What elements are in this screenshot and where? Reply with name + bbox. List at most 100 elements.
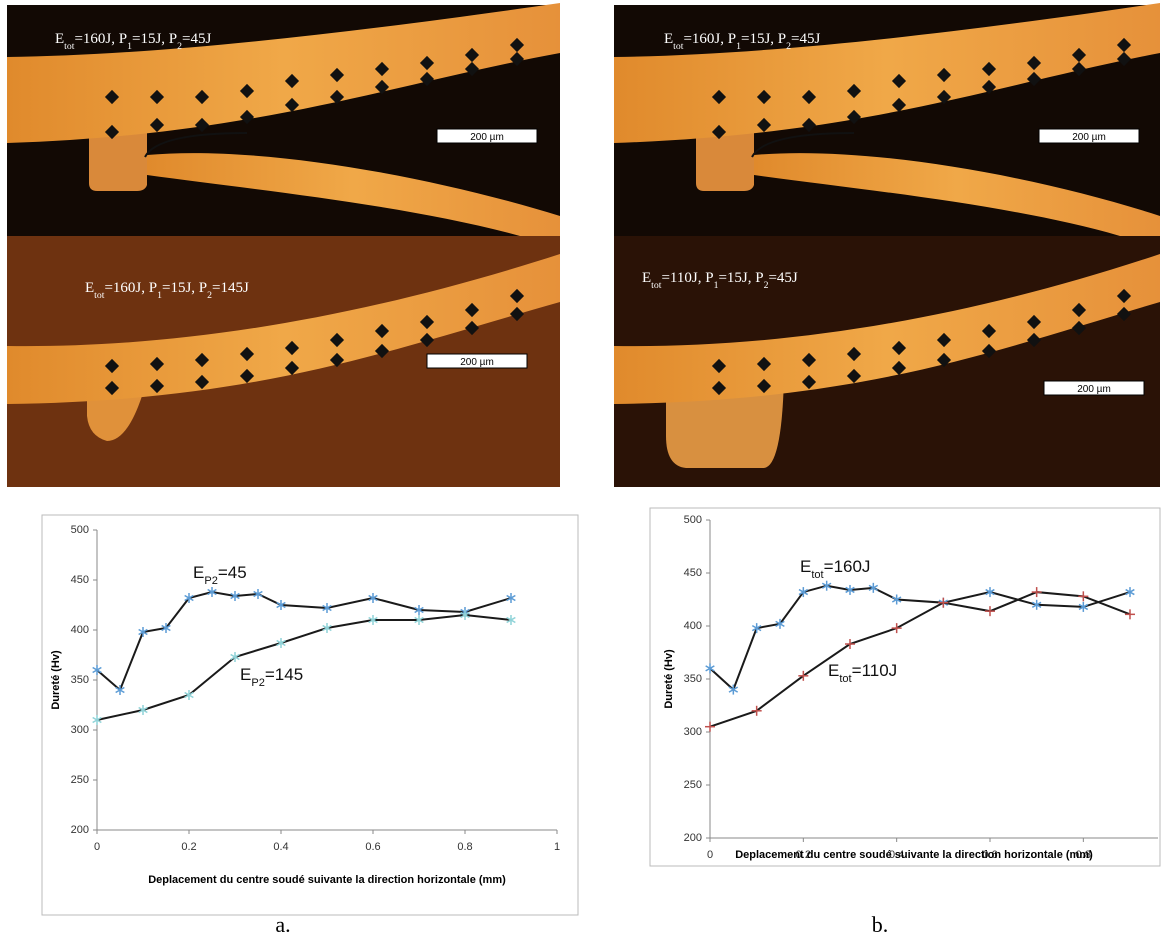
marker [368,615,378,625]
marker-stroke [414,606,424,614]
scale-bar-label: 200 µm [1077,384,1111,395]
marker [276,638,286,648]
indent [1116,306,1132,322]
panel-label-part: E [642,270,651,286]
weld-nugget [696,125,754,191]
indent [419,55,435,71]
indent [419,332,435,348]
indent [374,61,390,77]
series-label-part: =160J [824,557,871,576]
indent [846,83,862,99]
marker [775,618,785,629]
marker [115,685,125,695]
indent [711,89,727,105]
panel-label-part: =15J, P [718,270,763,286]
marker [868,582,879,593]
marker [506,615,516,625]
panel-label-part: =45J [768,270,797,286]
indent [936,67,952,83]
lower-sheet [754,153,1160,236]
series-line [96,613,512,721]
indent [104,380,120,396]
upper-sheet [7,254,560,404]
marker-stroke [368,616,378,624]
crack [144,132,248,158]
upper-sheet [614,3,1160,143]
marker-stroke [798,588,809,596]
marker [821,580,832,591]
indent [509,51,525,67]
indent [756,378,772,394]
x-tick-label: 0.2 [796,849,811,861]
x-tick-label: 0.8 [457,841,472,853]
panel-label-part: 1 [157,290,162,301]
y-tick-label: 450 [684,567,702,579]
indent [891,97,907,113]
indent [329,89,345,105]
scale-bar-label: 200 µm [470,132,504,143]
x-tick-label: 0.8 [1076,849,1091,861]
indent [284,340,300,356]
indent [1026,314,1042,330]
indent [846,346,862,362]
panel-label-part: =145J [212,280,249,296]
y-tick-label: 300 [71,724,89,736]
indent [284,73,300,89]
panel-label-part: =110J, P [661,270,713,286]
indent [194,374,210,390]
x-tick-label: 0.6 [982,849,997,861]
indent [936,352,952,368]
indent [329,352,345,368]
scale-bar [426,353,528,369]
micrograph: Etot=110J, P1=15J, P2=45J 200 µm [614,236,1160,487]
indent [936,332,952,348]
marker-stroke [368,594,378,602]
panel-label: Etot=160J, P1=15J, P2=145J [85,280,249,301]
series-label-part: E [800,557,811,576]
indent [284,360,300,376]
series-label-part: E [193,563,204,582]
y-tick-label: 200 [71,824,89,836]
micrograph: Etot=160J, P1=15J, P2=45J 200 µm [614,3,1160,236]
indent [374,79,390,95]
series-label-part: =45 [218,563,247,582]
indent [711,358,727,374]
upper-sheet [7,3,560,143]
marker [1125,587,1135,598]
marker [506,593,516,603]
panel-label-part: 2 [764,280,769,291]
panel-label-part: tot [673,41,684,52]
marker [322,603,332,613]
crack [751,132,855,158]
marker-stroke [276,639,286,647]
marker [985,587,995,598]
indent [801,352,817,368]
indent [1071,320,1087,336]
marker [1078,591,1089,602]
indent [711,380,727,396]
marker-stroke [138,706,148,714]
panel-label: Etot=110J, P1=15J, P2=45J [642,270,798,291]
marker-stroke [506,594,516,602]
panel-label-part: 2 [177,41,182,52]
x-axis-label: Deplacement du centre soudé suivante la … [735,849,1093,861]
weld-nugget [89,125,147,191]
marker [891,623,902,634]
scale-bar-label: 200 µm [1072,132,1106,143]
panel-label-part: =15J, P [132,31,177,47]
series-label-part: E [828,661,839,680]
indent [981,323,997,339]
panel-label-part: 2 [786,41,791,52]
indent [981,79,997,95]
marker-stroke [891,596,902,603]
marker [798,587,809,598]
indent [846,109,862,125]
marker [230,591,240,601]
marker-stroke [322,604,332,612]
indent [464,320,480,336]
series-label-part: E [240,665,251,684]
panel-label-part: =160J, P [74,31,127,47]
indent [756,356,772,372]
series-label: EP2=145 [240,665,303,689]
